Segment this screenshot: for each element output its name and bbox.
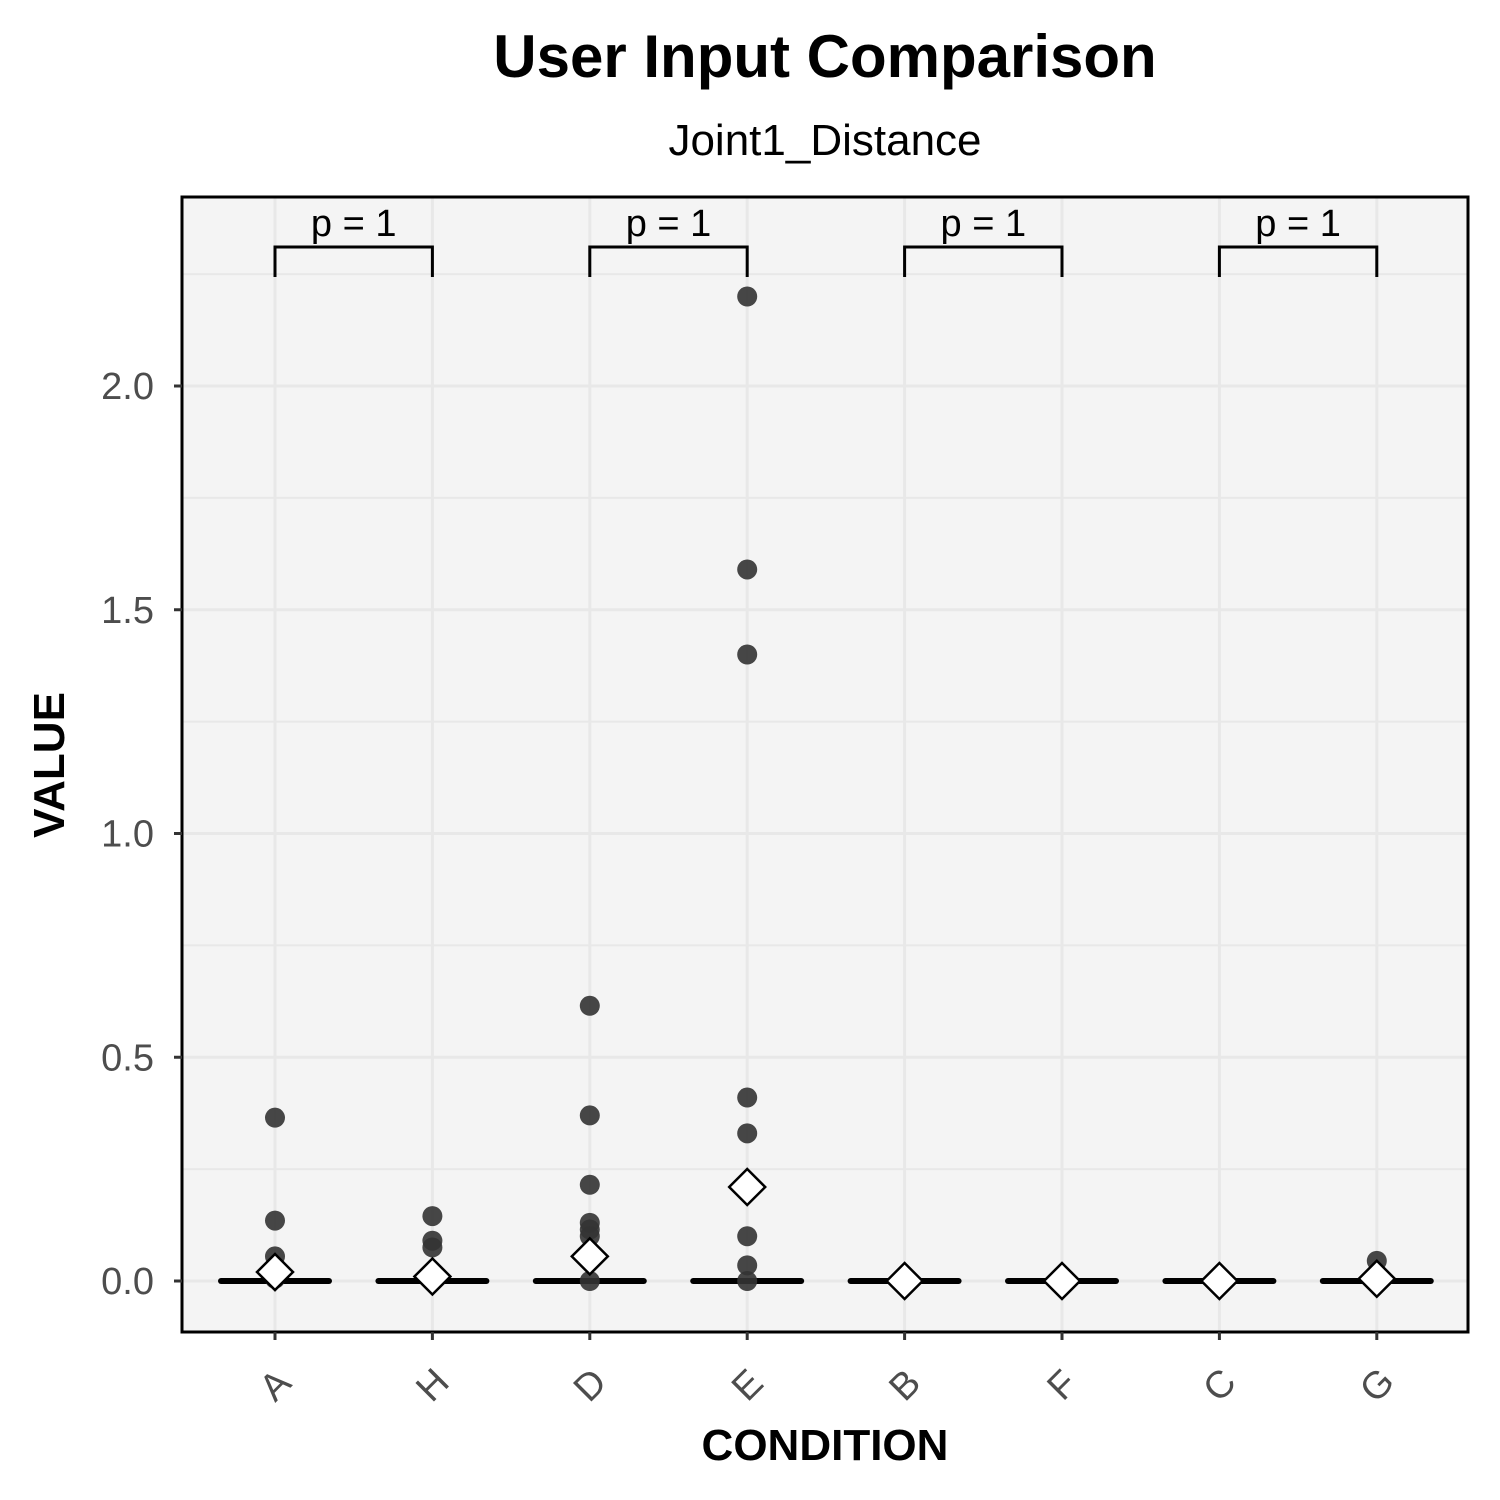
mean-marker <box>727 1167 767 1207</box>
data-point <box>579 1271 600 1291</box>
comparison-brackets: p = 1 p = 1 p = 1 p = 1 <box>273 203 1379 277</box>
y-axis-ticks: 0.0 0.5 1.0 1.5 2.0 <box>101 366 182 1303</box>
data-point <box>737 1087 758 1108</box>
y-tick-label: 1.0 <box>101 814 154 856</box>
x-tick-label: D <box>566 1361 615 1410</box>
mean-marker <box>412 1256 453 1297</box>
data-point <box>737 559 758 580</box>
comparison-bracket <box>903 245 1064 277</box>
comparison-p-label: p = 1 <box>1255 203 1341 245</box>
panel-border <box>180 195 1470 1334</box>
data-point <box>265 1107 285 1128</box>
mean-marker <box>570 1236 610 1277</box>
comparison-p-label: p = 1 <box>311 203 397 245</box>
chart-title: User Input Comparison <box>493 23 1156 90</box>
mean-marker <box>1042 1261 1082 1301</box>
data-point <box>737 1255 758 1276</box>
data-point <box>737 644 758 665</box>
comparison-bracket <box>273 245 434 277</box>
data-point <box>737 1271 758 1291</box>
data-point <box>422 1237 443 1258</box>
data-point <box>737 1123 758 1144</box>
chart-subtitle: Joint1_Distance <box>668 116 981 165</box>
data-point <box>737 286 758 307</box>
y-tick-label: 1.5 <box>101 590 154 632</box>
data-point <box>737 1226 758 1247</box>
mean-marker <box>884 1261 925 1301</box>
x-tick-label: G <box>1352 1360 1403 1411</box>
x-tick-label: B <box>881 1362 929 1410</box>
y-tick-label: 0.5 <box>101 1037 154 1079</box>
x-tick-label: A <box>252 1361 300 1409</box>
mean-marker <box>1199 1261 1240 1301</box>
x-tick-label: E <box>724 1362 772 1410</box>
comparison-p-label: p = 1 <box>626 203 712 245</box>
data-point <box>579 995 600 1016</box>
comparison-bracket <box>1217 245 1379 277</box>
data-point <box>579 1174 600 1195</box>
comparison-p-label: p = 1 <box>941 203 1027 245</box>
x-tick-label: F <box>1040 1363 1086 1409</box>
mean-marker <box>1357 1258 1397 1299</box>
plot-panel <box>182 197 1468 1332</box>
data-point <box>579 1105 600 1126</box>
panel-border-rect <box>180 195 1470 1334</box>
panel-background <box>182 197 1468 1332</box>
mean-marker <box>255 1252 295 1292</box>
data-point <box>265 1210 285 1231</box>
x-tick-label: C <box>1195 1361 1244 1410</box>
x-tick-label: H <box>408 1361 457 1410</box>
mean-markers <box>255 1167 1397 1301</box>
y-tick-label: 0.0 <box>101 1261 154 1303</box>
y-axis-title: VALUE <box>25 692 74 838</box>
comparison-bracket <box>588 245 749 277</box>
data-point <box>422 1206 443 1227</box>
x-axis-title: CONDITION <box>702 1421 949 1470</box>
data-point <box>579 1226 600 1247</box>
y-tick-label: 2.0 <box>101 366 154 408</box>
